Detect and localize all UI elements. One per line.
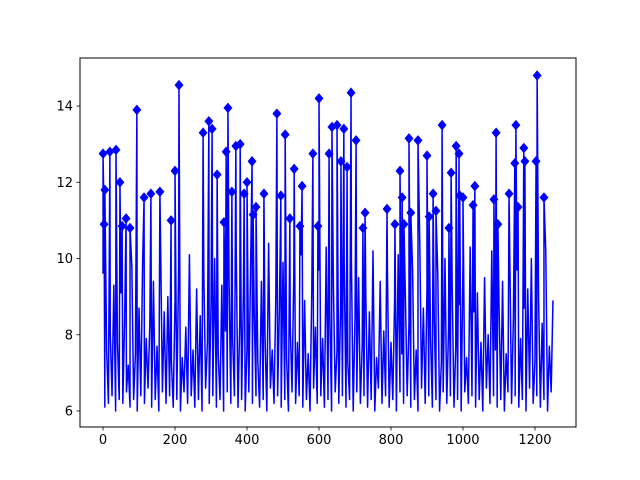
data-line	[102, 74, 554, 412]
y-tick-label-14: 14	[56, 100, 73, 115]
peak-marker-72	[470, 180, 480, 192]
peak-marker-39	[308, 148, 318, 159]
axis-ticks: 0 200 400 600 800 1000 1200 6 8 10 12 14	[56, 100, 551, 448]
peak-marker-28	[247, 156, 257, 167]
y-tick-label-10: 10	[56, 252, 73, 267]
peak-marker-29	[248, 209, 258, 220]
peak-marker-13	[166, 215, 176, 226]
peak-marker-17	[204, 116, 214, 127]
peak-marker-79	[513, 201, 523, 213]
peak-marker-25	[235, 138, 245, 150]
peak-marker-0	[98, 148, 108, 159]
peak-marker-82	[531, 156, 541, 167]
peak-marker-22	[223, 102, 233, 114]
peak-marker-40	[313, 220, 323, 232]
peak-marker-58	[406, 207, 416, 219]
y-tick-label-12: 12	[56, 176, 73, 191]
peak-marker-21	[221, 146, 231, 158]
peak-marker-64	[437, 119, 447, 131]
peak-marker-30	[251, 201, 261, 213]
peak-marker-48	[346, 87, 356, 98]
x-tick-label-400: 400	[235, 433, 260, 448]
x-tick-label-200: 200	[163, 433, 188, 448]
peak-marker-73	[489, 194, 499, 205]
peak-marker-2	[100, 184, 110, 196]
peak-marker-44	[332, 119, 342, 131]
plot-area	[98, 70, 554, 412]
peak-marker-15	[174, 79, 184, 91]
peak-marker-26	[239, 188, 249, 199]
x-tick-label-800: 800	[379, 433, 404, 448]
peak-marker-63	[431, 205, 441, 217]
peak-marker-5	[115, 176, 125, 188]
peak-marker-67	[451, 140, 461, 152]
peak-marker-56	[399, 218, 409, 230]
peak-marker-62	[428, 188, 438, 199]
peak-marker-45	[336, 156, 346, 167]
peak-marker-35	[285, 213, 295, 224]
peak-marker-41	[314, 93, 324, 104]
peak-marker-61	[424, 211, 434, 222]
peak-marker-77	[510, 157, 520, 169]
peak-marker-78	[511, 119, 521, 131]
peak-marker-60	[422, 150, 432, 161]
peak-marker-80	[519, 142, 529, 154]
peak-marker-46	[339, 123, 349, 135]
peak-marker-71	[468, 199, 478, 211]
peak-marker-34	[280, 129, 290, 140]
peak-marker-33	[276, 190, 286, 201]
peak-marker-9	[132, 104, 142, 116]
peak-marker-49	[351, 135, 361, 146]
peak-marker-68	[454, 148, 464, 159]
peak-marker-1	[99, 218, 109, 230]
peak-marker-53	[390, 218, 400, 230]
peak-marker-76	[504, 188, 514, 199]
peak-marker-37	[295, 220, 305, 232]
peak-marker-55	[397, 192, 407, 203]
peak-marker-16	[198, 127, 208, 138]
peak-marker-57	[404, 133, 414, 144]
peak-marker-4	[111, 144, 121, 156]
x-tick-label-1000: 1000	[446, 433, 479, 448]
peak-marker-59	[413, 135, 423, 146]
x-tick-label-1200: 1200	[518, 433, 551, 448]
y-tick-label-6: 6	[65, 404, 73, 419]
peak-marker-27	[242, 176, 252, 188]
peak-marker-12	[155, 186, 165, 198]
peak-marker-81	[520, 156, 530, 167]
peak-marker-51	[360, 207, 370, 219]
peak-marker-38	[297, 180, 307, 192]
peak-marker-65	[444, 222, 454, 234]
peak-marker-19	[212, 169, 222, 180]
x-tick-label-600: 600	[307, 433, 332, 448]
peak-marker-52	[382, 203, 392, 215]
x-tick-label-0: 0	[99, 433, 107, 448]
peak-marker-54	[395, 165, 405, 177]
peak-marker-7	[121, 213, 131, 224]
y-tick-label-8: 8	[65, 328, 73, 343]
peak-marker-11	[146, 188, 156, 199]
peak-marker-20	[219, 217, 229, 228]
peak-marker-84	[539, 192, 549, 203]
peak-marker-70	[458, 192, 468, 203]
peak-marker-47	[342, 161, 352, 173]
peak-marker-75	[493, 218, 503, 230]
peak-marker-42	[324, 148, 334, 159]
peak-marker-74	[491, 127, 501, 138]
peak-marker-8	[125, 222, 135, 234]
axes-frame	[79, 57, 577, 428]
peak-marker-23	[227, 186, 237, 198]
peak-marker-18	[207, 123, 217, 135]
peak-marker-14	[170, 165, 180, 177]
peak-marker-10	[139, 192, 149, 203]
peak-marker-31	[259, 188, 269, 199]
peak-marker-32	[272, 108, 282, 119]
peak-marker-36	[289, 163, 299, 175]
peak-marker-6	[117, 220, 127, 232]
peak-marker-50	[358, 222, 368, 234]
peak-marker-83	[532, 70, 542, 81]
peak-marker-66	[446, 167, 456, 179]
